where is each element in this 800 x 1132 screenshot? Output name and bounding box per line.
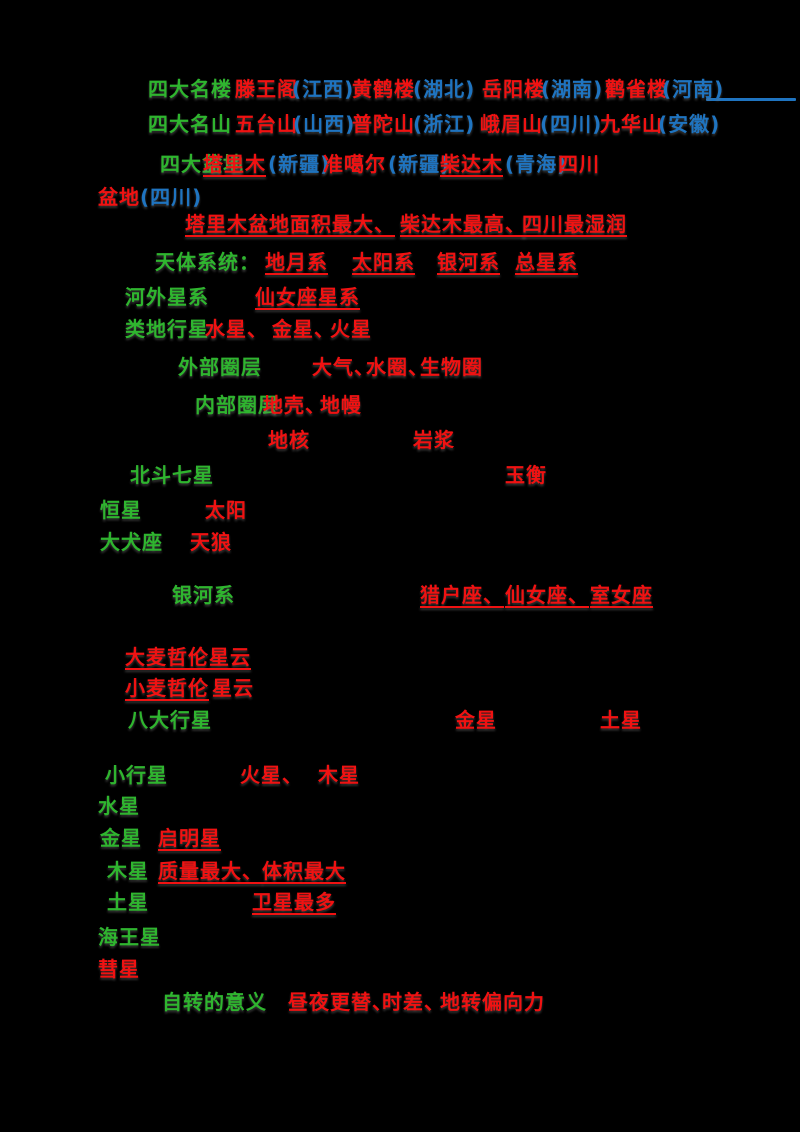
row-canis-major-segment-0: 大犬座 bbox=[100, 530, 163, 554]
row-rotation-effects-segment-2: 时差、 bbox=[382, 990, 445, 1014]
row-asteroid-belt-segment-0: 小行星 bbox=[105, 763, 168, 787]
row-milky-way-segment-1: 猎户座、 bbox=[420, 583, 504, 607]
row-outer-spheres-segment-2: 水圈、 bbox=[366, 355, 429, 379]
row-core-segment-1: 岩浆 bbox=[413, 428, 455, 452]
row-basin-facts-segment-0: 塔里木盆地面积最大、 bbox=[185, 212, 395, 236]
row-mountains-segment-1: 五台山 bbox=[235, 112, 298, 136]
row-landmarks-segment-7: 鹳雀楼 bbox=[605, 77, 668, 101]
row-landmarks-segment-8: (河南) bbox=[662, 77, 725, 101]
row-mercury-segment-0: 水星 bbox=[98, 794, 140, 818]
row-basins-wrap-segment-1: (四川) bbox=[140, 185, 203, 209]
row-jupiter-segment-2: 体积最大 bbox=[262, 859, 346, 883]
row-big-dipper-segment-0: 北斗七星 bbox=[130, 463, 214, 487]
row-mountains-segment-7: 九华山 bbox=[600, 112, 663, 136]
row-comet-segment-0: 彗星 bbox=[98, 957, 140, 981]
row-eight-planets-segment-1: 金星 bbox=[455, 708, 497, 732]
row-large-magellanic-segment-0: 大麦哲伦星云 bbox=[125, 645, 251, 669]
row-outer-spheres-segment-3: 生物圈 bbox=[420, 355, 483, 379]
row-mountains-segment-3: 普陀山 bbox=[352, 112, 415, 136]
row-eight-planets-segment-0: 八大行星 bbox=[128, 708, 212, 732]
row-terrestrial-planets-segment-1: 水星、 bbox=[205, 317, 268, 341]
row-landmarks-segment-2: (江西) bbox=[292, 77, 355, 101]
row-venus-segment-0: 金星 bbox=[100, 826, 142, 850]
row-landmarks-segment-4: (湖北) bbox=[413, 77, 476, 101]
row-outer-spheres-segment-0: 外部圈层 bbox=[178, 355, 262, 379]
row-mountains-segment-6: (四川) bbox=[540, 112, 603, 136]
row-terrestrial-planets-segment-2: 金星、 bbox=[272, 317, 335, 341]
row-mountains-segment-5: 峨眉山 bbox=[480, 112, 543, 136]
row-basins-segment-4: (新疆) bbox=[388, 152, 451, 176]
row-small-magellanic-segment-1: 星云 bbox=[212, 676, 254, 700]
row-asteroid-belt-segment-2: 木星 bbox=[318, 763, 360, 787]
row-venus-segment-1: 启明星 bbox=[158, 826, 221, 850]
row-jupiter-segment-1: 质量最大、 bbox=[158, 859, 263, 883]
row-landmarks-segment-3: 黄鹤楼 bbox=[352, 77, 415, 101]
row-core-segment-0: 地核 bbox=[268, 428, 310, 452]
row-jupiter-segment-0: 木星 bbox=[107, 859, 149, 883]
row-milky-way-segment-0: 银河系 bbox=[172, 583, 235, 607]
row-inner-spheres-segment-2: 地幔 bbox=[320, 393, 362, 417]
row-milky-way-segment-2: 仙女座、 bbox=[505, 583, 589, 607]
row-basin-facts-segment-1: 柴达木最高、 bbox=[400, 212, 526, 236]
row-saturn-segment-1: 卫星最多 bbox=[252, 890, 336, 914]
row-terrestrial-planets-segment-3: 火星 bbox=[330, 317, 372, 341]
row-asteroid-belt-segment-1: 火星、 bbox=[240, 763, 303, 787]
row-saturn-segment-0: 土星 bbox=[107, 890, 149, 914]
row-basins-segment-2: (新疆) bbox=[268, 152, 331, 176]
row-celestial-systems-segment-1: 地月系 bbox=[265, 250, 328, 274]
row-celestial-systems-segment-2: 太阳系 bbox=[352, 250, 415, 274]
row-rotation-effects-segment-0: 自转的意义 bbox=[162, 990, 267, 1014]
row-rotation-effects-segment-1: 昼夜更替、 bbox=[288, 990, 393, 1014]
row-mountains-segment-0: 四大名山 bbox=[148, 112, 232, 136]
row-outer-spheres-segment-1: 大气、 bbox=[312, 355, 375, 379]
row-eight-planets-segment-2: 土星 bbox=[600, 708, 642, 732]
row-small-magellanic-segment-0: 小麦哲伦 bbox=[125, 676, 209, 700]
divider-line bbox=[706, 98, 796, 101]
row-basins-segment-7: 四川 bbox=[558, 152, 600, 176]
row-landmarks-segment-1: 滕王阁 bbox=[235, 77, 298, 101]
row-landmarks-segment-6: (湖南) bbox=[541, 77, 604, 101]
row-inner-spheres-segment-1: 地壳、 bbox=[263, 393, 326, 417]
row-basins-wrap-segment-0: 盆地 bbox=[98, 185, 140, 209]
row-celestial-systems-segment-3: 银河系 bbox=[437, 250, 500, 274]
row-landmarks-segment-5: 岳阳楼 bbox=[482, 77, 545, 101]
row-rotation-effects-segment-3: 地转偏向力 bbox=[440, 990, 545, 1014]
row-mountains-segment-4: (浙江) bbox=[413, 112, 476, 136]
row-basins-segment-3: 准噶尔 bbox=[323, 152, 386, 176]
row-galaxy-segment-0: 河外星系 bbox=[125, 285, 209, 309]
row-basins-segment-5: 柴达木 bbox=[440, 152, 503, 176]
row-mountains-segment-2: (山西) bbox=[293, 112, 356, 136]
row-celestial-systems-segment-4: 总星系 bbox=[515, 250, 578, 274]
row-basins-segment-1: 塔里木 bbox=[203, 152, 266, 176]
row-basin-facts-segment-2: 四川最湿润 bbox=[522, 212, 627, 236]
row-basins-segment-0: 四大盆地 bbox=[160, 152, 244, 176]
row-landmarks-segment-0: 四大名楼 bbox=[148, 77, 232, 101]
row-celestial-systems-segment-0: 天体系统： bbox=[155, 250, 260, 274]
row-mountains-segment-8: (安徽) bbox=[658, 112, 721, 136]
row-basins-segment-6: (青海) bbox=[505, 152, 568, 176]
row-terrestrial-planets-segment-0: 类地行星 bbox=[125, 317, 209, 341]
row-canis-major-segment-1: 天狼 bbox=[190, 530, 232, 554]
row-milky-way-segment-3: 室女座 bbox=[590, 583, 653, 607]
row-big-dipper-segment-1: 玉衡 bbox=[505, 463, 547, 487]
row-inner-spheres-segment-0: 内部圈层 bbox=[195, 393, 279, 417]
row-star-segment-0: 恒星 bbox=[100, 498, 142, 522]
row-neptune-segment-0: 海王星 bbox=[98, 925, 161, 949]
row-star-segment-1: 太阳 bbox=[205, 498, 247, 522]
row-galaxy-segment-1: 仙女座星系 bbox=[255, 285, 360, 309]
